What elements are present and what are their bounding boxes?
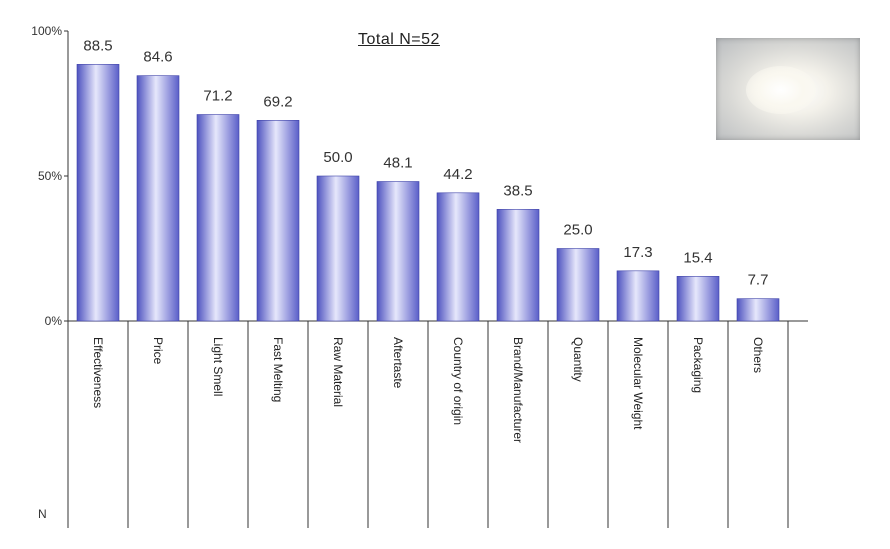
value-label: 69.2 (263, 93, 292, 110)
category-label: Effectiveness (91, 337, 105, 408)
category-label: Price (151, 337, 165, 365)
value-label: 84.6 (143, 49, 172, 66)
bar (496, 209, 540, 322)
bar (376, 181, 420, 322)
value-label: 88.5 (83, 37, 112, 54)
bar (76, 64, 120, 322)
category-label: Fast Melting (271, 337, 285, 402)
category-label: Country of origin (451, 337, 465, 425)
value-label: 71.2 (203, 88, 232, 105)
category-label: Light Smell (211, 337, 225, 396)
value-labels: 88.5 84.6 71.2 69.2 50.0 48.1 44.2 38.5 25.0 17.3… (83, 37, 768, 288)
value-label: 7.7 (748, 272, 769, 289)
category-label: Quantity (571, 337, 585, 382)
axes: 0% 50% 100% N (31, 24, 808, 528)
y-tick-label: 50% (38, 169, 62, 183)
bar (676, 276, 720, 322)
value-label: 44.2 (443, 166, 472, 183)
bar (256, 120, 300, 322)
bars (76, 64, 780, 322)
total-label: Total N=52 (358, 31, 440, 48)
category-label: Brand/Manufacturer (511, 337, 525, 443)
category-labels: Effectiveness Price Light Smell Fast Meltin… (91, 337, 765, 443)
bar (316, 175, 360, 322)
category-label: Packaging (691, 337, 705, 393)
category-label: Aftertaste (391, 337, 405, 389)
bar (136, 75, 180, 322)
value-label: 48.1 (383, 155, 412, 172)
bar (556, 248, 600, 322)
bar (616, 270, 660, 322)
bar (736, 298, 780, 322)
value-label: 38.5 (503, 182, 532, 199)
powder-photo (716, 38, 860, 140)
bar (196, 114, 240, 322)
value-label: 17.3 (623, 244, 652, 261)
category-label: Others (751, 337, 765, 373)
n-label: N (38, 507, 47, 521)
value-label: 25.0 (563, 222, 592, 239)
category-label: Molecular Weight (631, 337, 645, 430)
value-label: 15.4 (683, 249, 712, 266)
y-tick-label: 100% (31, 24, 62, 38)
category-label: Raw Material (331, 337, 345, 407)
y-tick-label: 0% (45, 314, 63, 328)
value-label: 50.0 (323, 149, 352, 166)
bar (436, 192, 480, 322)
